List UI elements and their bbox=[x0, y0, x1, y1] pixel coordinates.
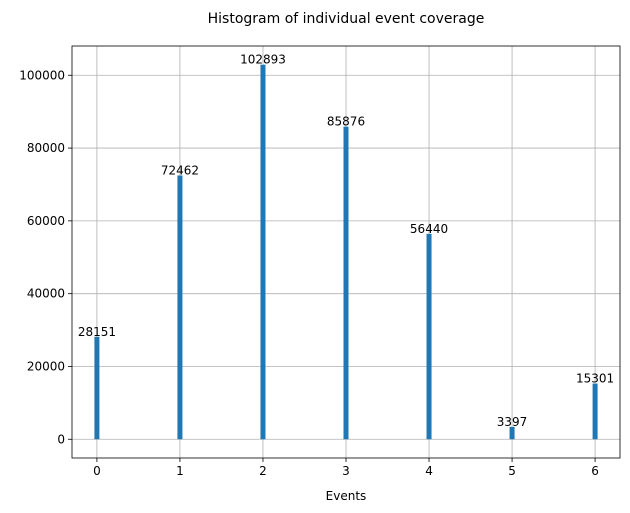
y-tick-label: 80000 bbox=[27, 141, 65, 155]
data-label-6: 15301 bbox=[576, 372, 614, 386]
y-tick-label: 100000 bbox=[19, 68, 65, 82]
x-tick-label: 2 bbox=[259, 464, 267, 478]
bar-2 bbox=[260, 64, 266, 440]
data-label-1: 72462 bbox=[161, 164, 199, 178]
x-axis-label: Events bbox=[326, 489, 367, 503]
y-tick-label: 40000 bbox=[27, 287, 65, 301]
bar-5 bbox=[509, 426, 515, 440]
data-label-0: 28151 bbox=[78, 325, 116, 339]
bar-1 bbox=[177, 175, 183, 440]
y-tick-label: 0 bbox=[57, 432, 65, 446]
data-labels: 28151 72462 102893 85876 56440 3397 15301 bbox=[78, 53, 614, 429]
x-tick-label: 4 bbox=[425, 464, 433, 478]
bar-6 bbox=[592, 383, 598, 440]
x-tick-label: 1 bbox=[176, 464, 184, 478]
bar-0 bbox=[94, 336, 100, 440]
x-tick-label: 0 bbox=[93, 464, 101, 478]
x-tick-label: 3 bbox=[342, 464, 350, 478]
x-tick-label: 5 bbox=[508, 464, 516, 478]
chart-title: Histogram of individual event coverage bbox=[208, 11, 485, 27]
data-label-2: 102893 bbox=[240, 53, 286, 67]
x-axis-ticks: 0 1 2 3 4 5 6 bbox=[93, 458, 599, 478]
data-label-3: 85876 bbox=[327, 115, 365, 129]
bar-3 bbox=[343, 126, 349, 440]
y-tick-label: 60000 bbox=[27, 214, 65, 228]
data-label-5: 3397 bbox=[497, 415, 528, 429]
bars bbox=[94, 64, 598, 440]
y-tick-label: 20000 bbox=[27, 359, 65, 373]
data-label-4: 56440 bbox=[410, 222, 448, 236]
bar-4 bbox=[426, 233, 432, 440]
x-tick-label: 6 bbox=[591, 464, 599, 478]
y-axis-ticks: 0 20000 40000 60000 80000 100000 bbox=[19, 68, 72, 446]
